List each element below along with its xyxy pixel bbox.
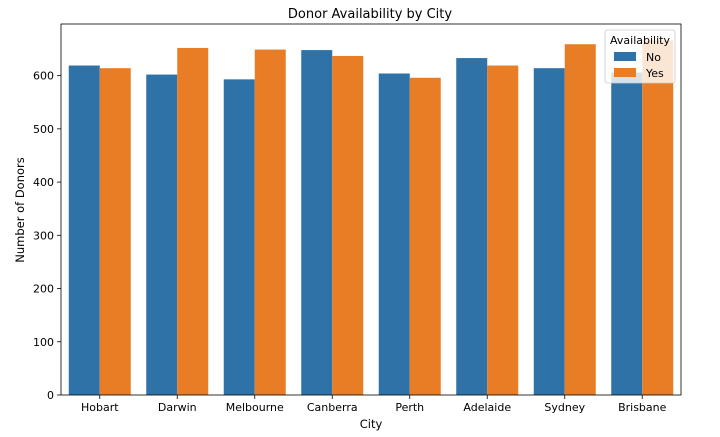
legend: Availability No Yes [604,29,676,84]
bar-melbourne-yes [254,49,286,396]
y-tick-label: 200 [33,283,54,296]
bar-hobart-yes [99,68,131,396]
legend-label-no: No [646,51,661,64]
y-tick-label: 600 [33,70,54,83]
plot-frame [60,23,682,396]
x-axis: Hobart Darwin Melbourne Canberra Perth Adelai… [81,395,667,414]
x-axis-label: City [360,417,383,431]
bar-perth-no [378,73,410,395]
bar-darwin-yes [177,47,209,395]
bars-layer [68,40,674,396]
legend-swatch-no [614,52,636,61]
bar-brisbane-yes [642,40,674,395]
legend-swatch-yes [614,68,636,77]
y-tick-label: 300 [33,229,54,242]
x-tick-label-hobart: Hobart [81,401,119,414]
legend-label-yes: Yes [645,67,664,80]
bar-perth-yes [409,77,441,395]
x-tick-label-canberra: Canberra [307,401,358,414]
legend-title: Availability [610,34,670,47]
legend-items: No Yes [614,51,664,80]
y-tick-label: 0 [47,389,54,402]
bar-darwin-no [146,74,178,395]
bar-adelaide-yes [487,65,519,396]
y-axis-label: Number of Donors [13,157,27,263]
y-tick-label: 500 [33,123,54,136]
bar-canberra-yes [332,55,364,395]
bar-melbourne-no [223,79,255,396]
chart-title: Donor Availability by City [288,7,452,22]
bar-canberra-no [301,50,333,395]
y-tick-label: 100 [33,336,54,349]
x-tick-label-brisbane: Brisbane [618,401,667,414]
y-tick-label: 400 [33,176,54,189]
bar-sydney-yes [564,44,596,395]
y-axis: 0 100 200 300 400 500 600 [33,70,61,402]
x-tick-label-darwin: Darwin [158,401,197,414]
bar-brisbane-no [611,72,643,395]
x-tick-label-adelaide: Adelaide [463,401,511,414]
x-tick-label-perth: Perth [395,401,424,414]
x-tick-label-sydney: Sydney [544,401,585,414]
x-tick-label-melbourne: Melbourne [226,401,284,414]
bar-adelaide-no [456,58,488,395]
bar-sydney-no [533,68,565,396]
bar-hobart-no [68,65,100,396]
